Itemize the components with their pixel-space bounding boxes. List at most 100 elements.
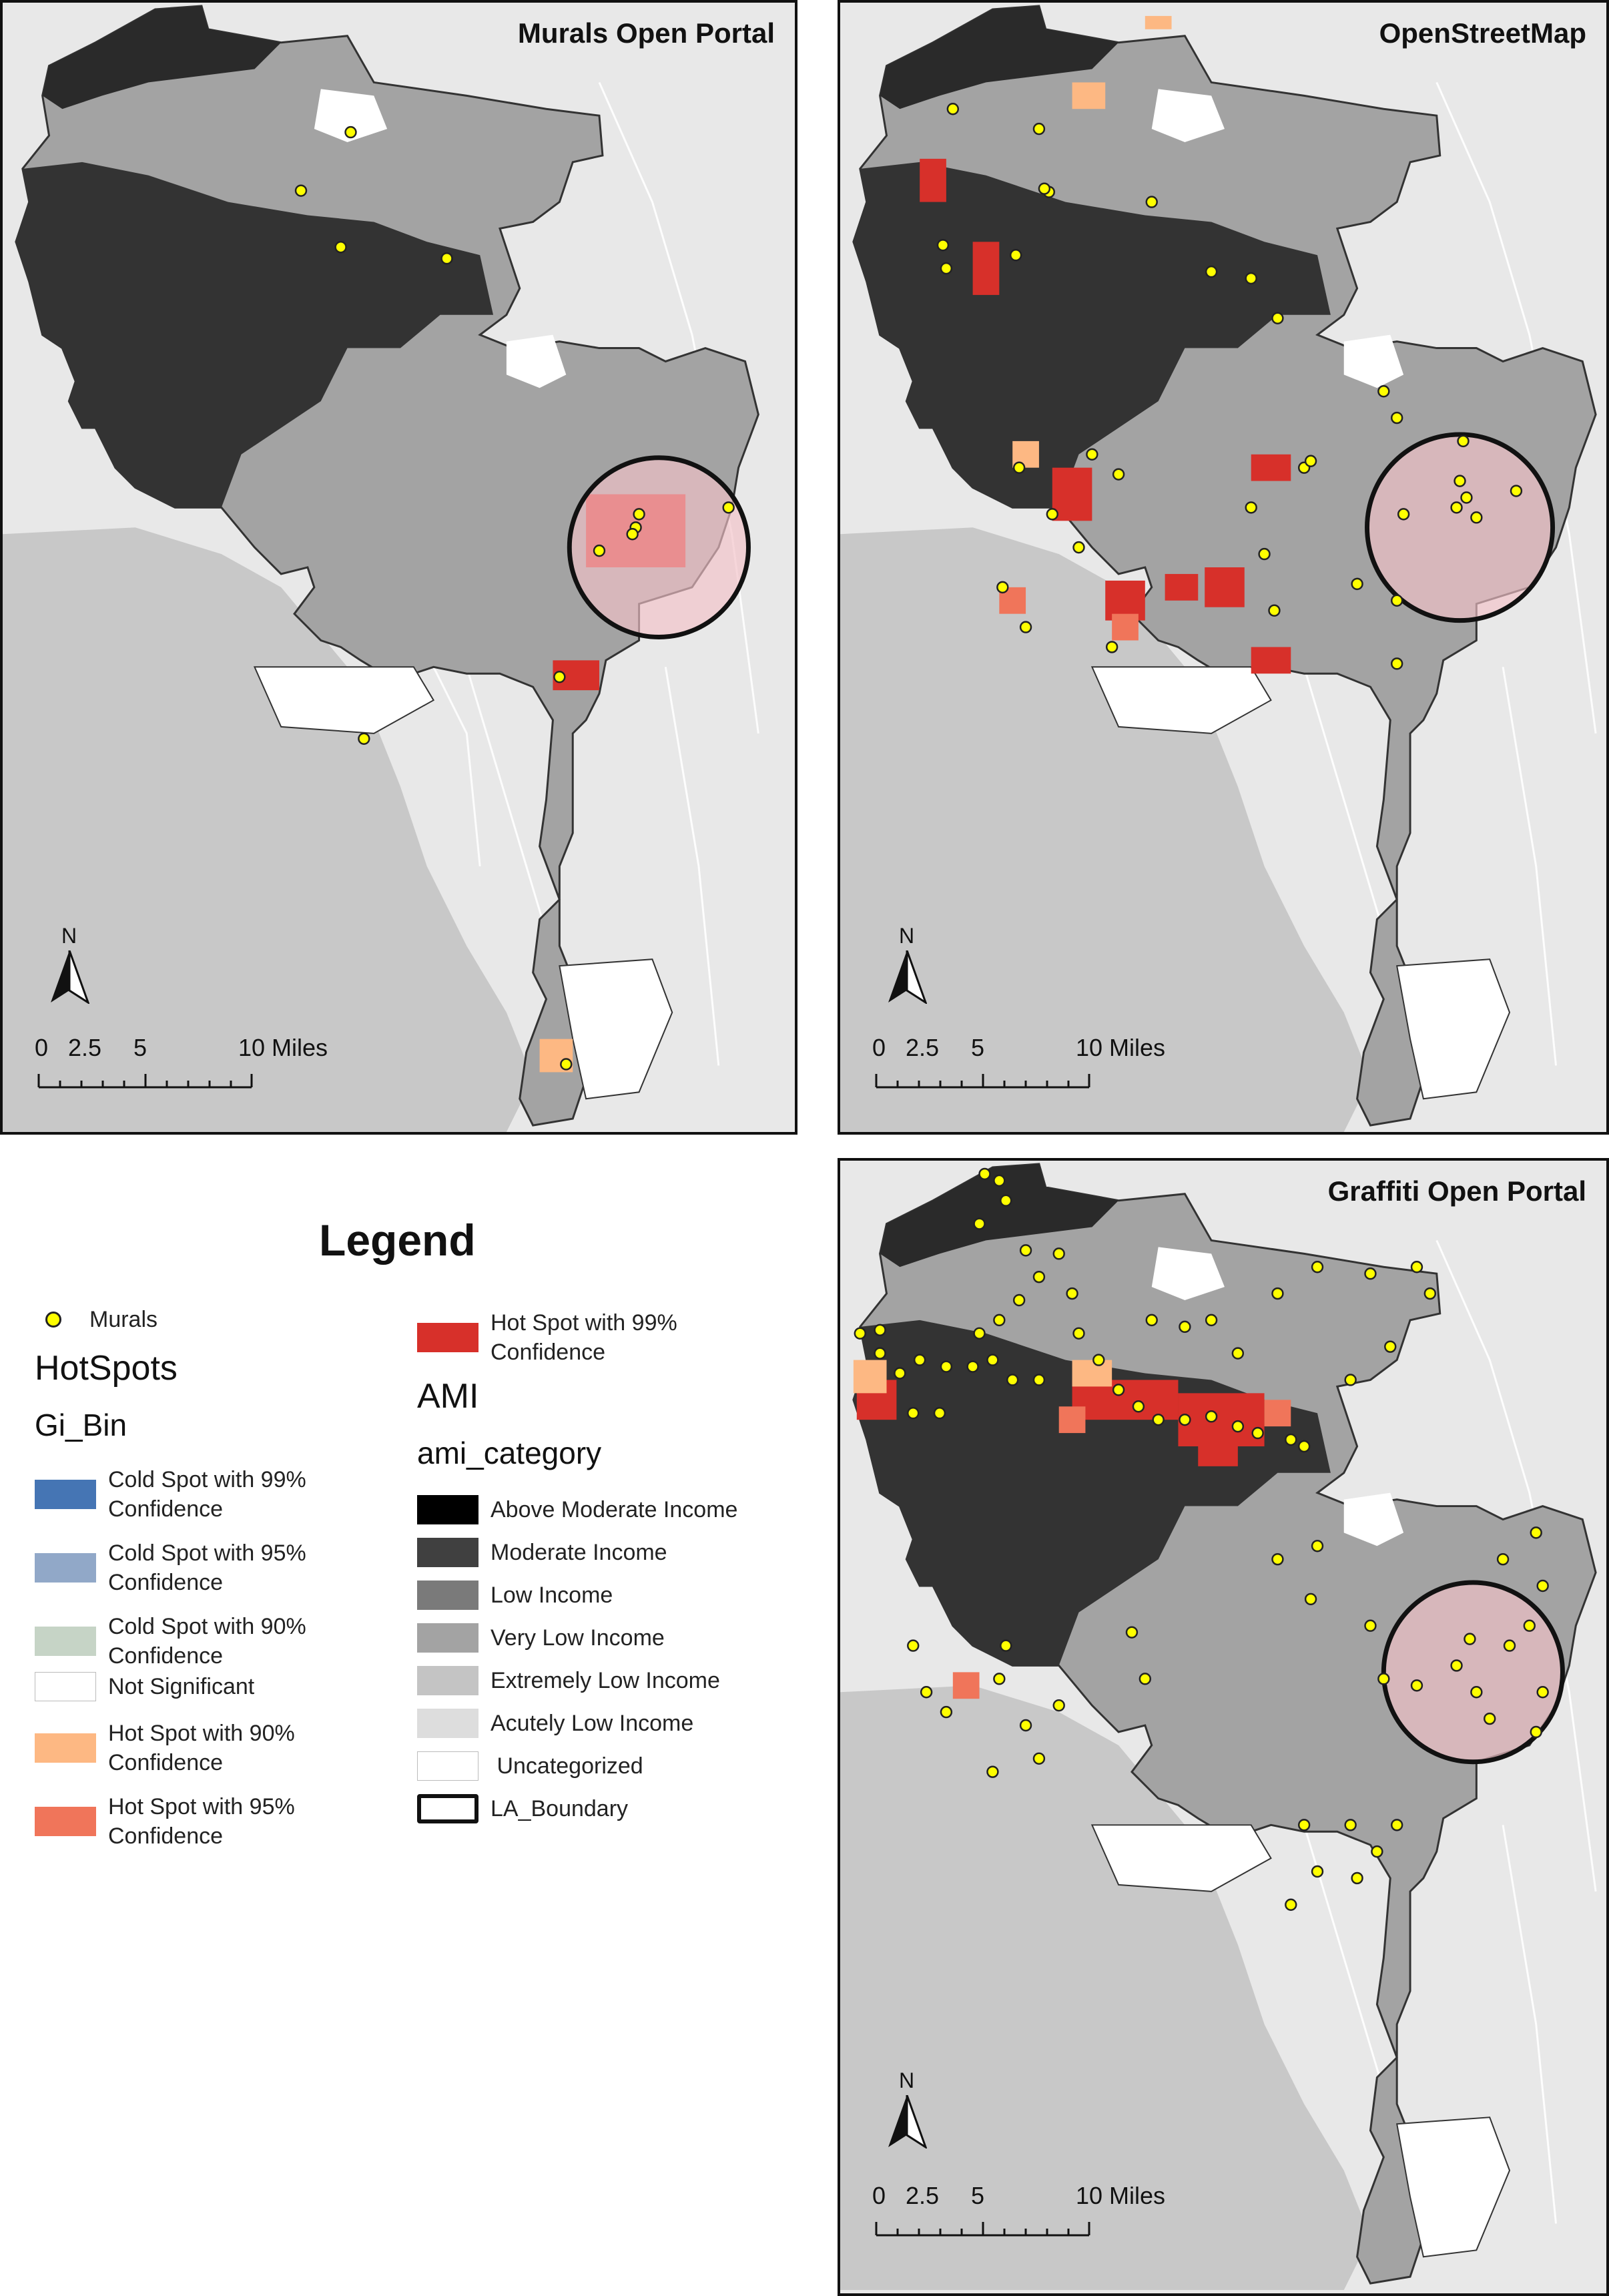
scale-bar: 0 2.5 5 10 Miles [35, 1034, 328, 1094]
legend-item-gi-bin: Cold Spot with 95% Confidence [35, 1538, 362, 1597]
hot-spots-95 [952, 1400, 1291, 1699]
map-panel-osm: OpenStreetMap N 0 2.5 5 10 Miles [838, 0, 1609, 1135]
scale-label: 0 [872, 2182, 886, 2209]
legend-swatch [35, 1807, 96, 1836]
legend-swatch [417, 1623, 478, 1653]
scale-label: 0 [35, 1034, 49, 1061]
north-arrow: N [887, 924, 927, 1024]
legend-item-gi-bin: Hot Spot with 95% Confidence [35, 1792, 362, 1851]
scale-label: 5 [971, 2182, 985, 2209]
highlight-circle [567, 455, 751, 639]
scale-label: 5 [971, 1034, 985, 1061]
hot-spots-99 [920, 158, 1291, 674]
scale-label: 2.5 [68, 1034, 102, 1061]
legend-label: Moderate Income [491, 1540, 667, 1565]
legend-label: Low Income [491, 1583, 613, 1608]
legend-label: Hot Spot with 99% Confidence [491, 1310, 677, 1365]
scale-label: 2.5 [906, 2182, 940, 2209]
legend-swatch [35, 1480, 96, 1509]
legend-swatch [35, 1627, 96, 1656]
panel-title: OpenStreetMap [1379, 17, 1586, 49]
hot-spots-90 [1012, 15, 1172, 468]
legend-swatch [417, 1495, 478, 1524]
hot-spots-90 [853, 1360, 1112, 1394]
mural-points [936, 103, 1523, 670]
legend-item-ami: Acutely Low Income [417, 1709, 693, 1738]
legend-item-murals: Murals [20, 1305, 157, 1334]
legend-swatch [417, 1794, 478, 1823]
legend-swatch [35, 1672, 96, 1701]
mural-point-icon [45, 1312, 61, 1328]
north-arrow: N [49, 924, 89, 1024]
scale-label: 0 [872, 1034, 886, 1061]
hot-spots-95 [999, 587, 1139, 641]
legend-item-ami: Low Income [417, 1581, 613, 1610]
road-lines [1303, 81, 1597, 1066]
legend-swatch [417, 1751, 478, 1781]
north-arrow-icon [888, 2095, 927, 2148]
legend-label: Hot Spot with 90% Confidence [108, 1721, 295, 1775]
map-panel-graffiti: Graffiti Open Portal N 0 2.5 5 10 Miles [838, 1158, 1609, 2296]
legend-item-gi-bin: Hot Spot with 99% Confidence [417, 1308, 744, 1367]
north-arrow: N [887, 2068, 927, 2169]
legend-heading: AMI [417, 1377, 479, 1416]
legend-item-gi-bin: Cold Spot with 90% Confidence [35, 1612, 362, 1671]
legend-swatch [417, 1709, 478, 1738]
hot-spots-99 [856, 1380, 1265, 1466]
highlight-circle [1365, 432, 1556, 623]
north-arrow-icon [888, 950, 927, 1004]
legend-title: Legend [319, 1215, 476, 1265]
map-panel-murals: Murals Open Portal N 0 2.5 5 10 Miles [0, 0, 797, 1135]
legend-subheading: Gi_Bin [35, 1408, 127, 1442]
legend-item-gi-bin: Cold Spot with 99% Confidence [35, 1465, 362, 1524]
scale-label: 5 [133, 1034, 147, 1061]
legend-item-ami: Above Moderate Income [417, 1495, 737, 1524]
panel-title: Graffiti Open Portal [1327, 1175, 1586, 1207]
legend: Legend Murals HotSpots Gi_Bin Cold Spot … [20, 1201, 808, 1869]
scale-label: 10 Miles [1076, 2182, 1166, 2209]
legend-label: LA_Boundary [491, 1796, 629, 1821]
highlight-circle [1381, 1580, 1565, 1765]
scale-label: 2.5 [906, 1034, 940, 1061]
scale-label: 10 Miles [238, 1034, 328, 1061]
north-label: N [61, 924, 77, 948]
north-arrow-icon [51, 950, 89, 1004]
scale-label: 10 Miles [1076, 1034, 1166, 1061]
legend-label: Uncategorized [491, 1753, 643, 1779]
legend-item-ami: Uncategorized [417, 1751, 643, 1781]
mural-points [854, 1167, 1549, 1911]
legend-label: Murals [89, 1307, 158, 1332]
legend-swatch [417, 1323, 478, 1352]
north-label: N [899, 924, 915, 948]
mural-points [294, 125, 735, 1071]
legend-label: Cold Spot with 95% Confidence [108, 1540, 306, 1595]
map-canvas [840, 1161, 1606, 2293]
legend-label: Not Significant [108, 1674, 255, 1699]
legend-swatch [417, 1538, 478, 1567]
legend-label: Cold Spot with 90% Confidence [108, 1614, 306, 1669]
legend-item-boundary: LA_Boundary [417, 1794, 628, 1823]
map-canvas [3, 3, 795, 1132]
scale-ticks [875, 1074, 1090, 1089]
legend-subheading: ami_category [417, 1436, 602, 1470]
legend-swatch [417, 1581, 478, 1610]
legend-item-ami: Extremely Low Income [417, 1666, 720, 1695]
legend-label: Extremely Low Income [491, 1668, 720, 1693]
legend-label: Hot Spot with 95% Confidence [108, 1794, 295, 1849]
scale-ticks [37, 1074, 253, 1089]
panel-title: Murals Open Portal [517, 17, 775, 49]
north-label: N [899, 2068, 915, 2092]
legend-label: Cold Spot with 99% Confidence [108, 1467, 306, 1522]
legend-swatch [35, 1553, 96, 1583]
legend-item-ami: Moderate Income [417, 1538, 667, 1567]
legend-item-gi-bin: Not Significant [35, 1672, 254, 1701]
legend-label: Acutely Low Income [491, 1711, 694, 1736]
legend-label: Very Low Income [491, 1625, 665, 1651]
legend-heading: HotSpots [35, 1349, 178, 1388]
legend-swatch [417, 1666, 478, 1695]
scale-bar: 0 2.5 5 10 Miles [872, 2182, 1165, 2242]
legend-item-ami: Very Low Income [417, 1623, 665, 1653]
scale-ticks [875, 2222, 1090, 2237]
map-canvas [840, 3, 1606, 1132]
legend-item-gi-bin: Hot Spot with 90% Confidence [35, 1719, 362, 1777]
